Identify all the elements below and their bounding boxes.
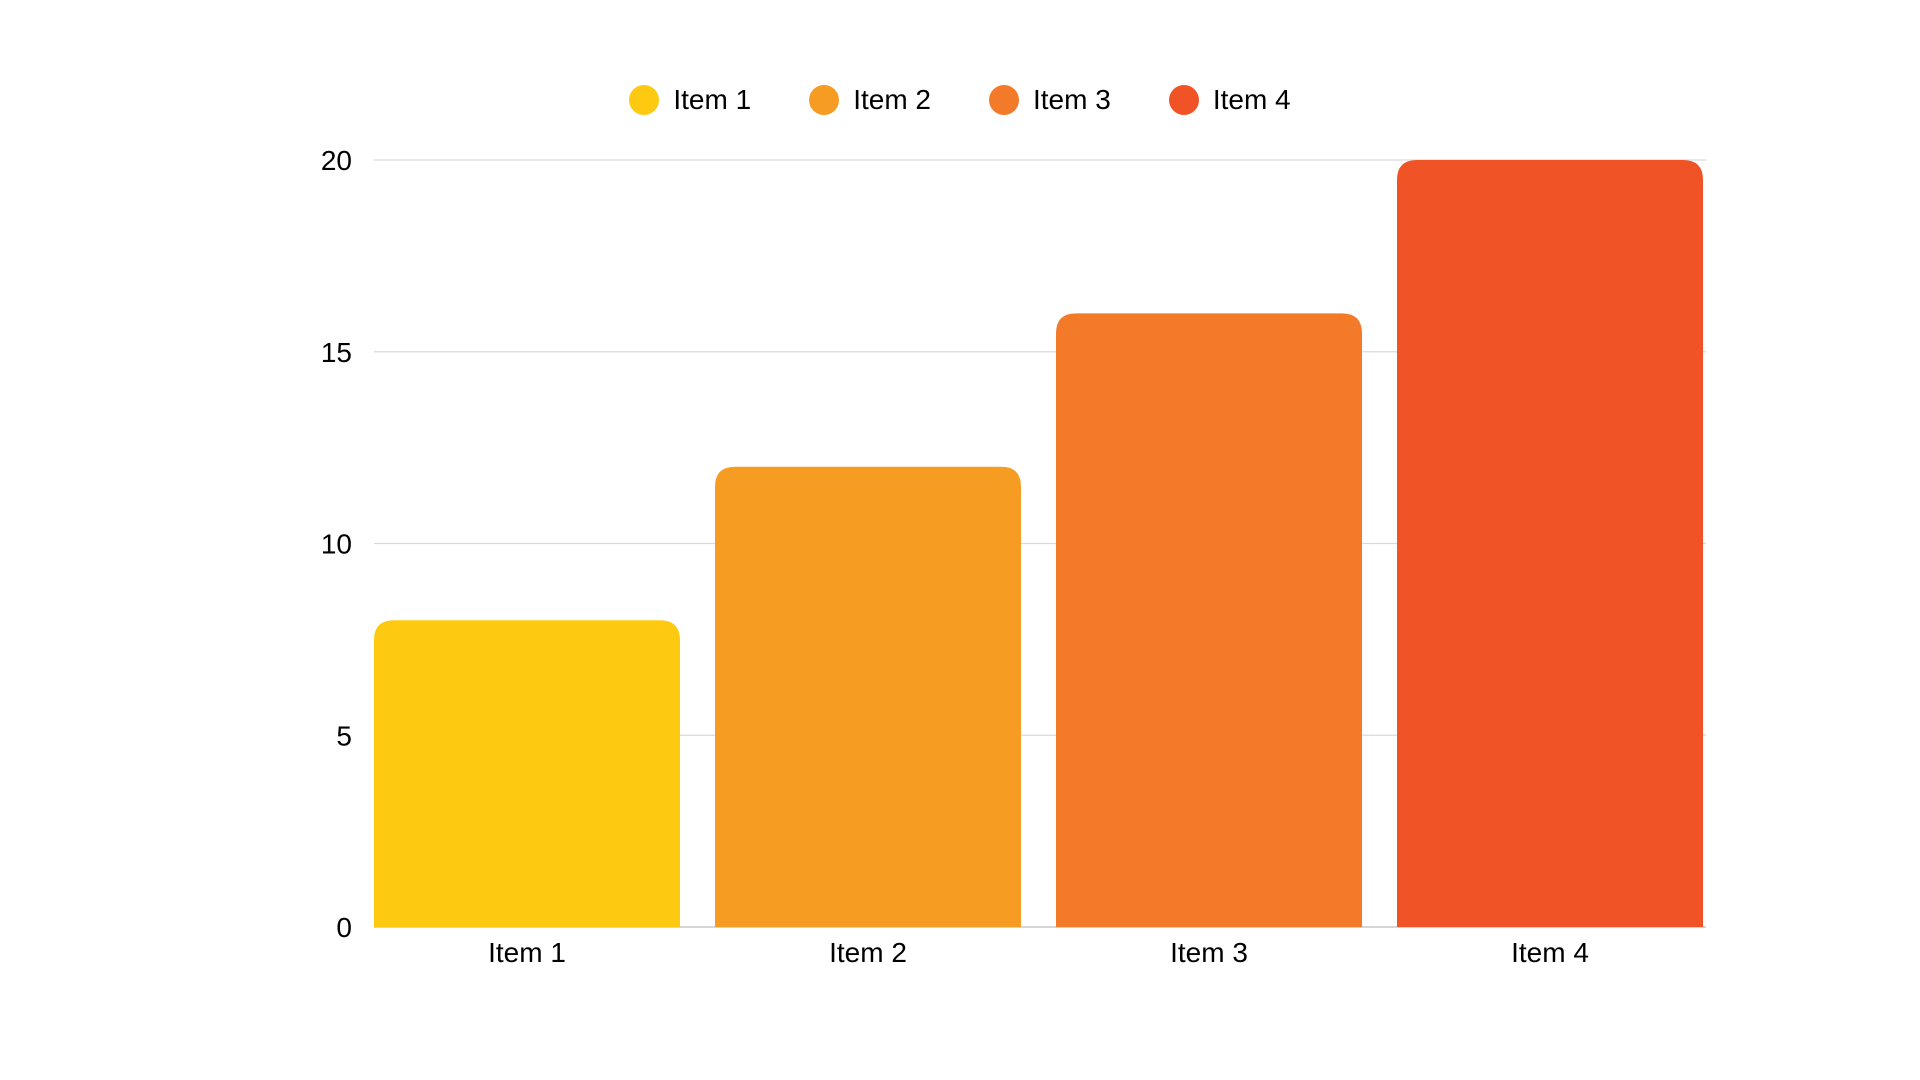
- y-tick-label: 0: [336, 912, 352, 943]
- x-tick-label: Item 1: [488, 937, 566, 968]
- legend-item-2: Item 2: [809, 85, 931, 115]
- bar-3: [1056, 313, 1362, 927]
- bar-2: [715, 466, 1021, 927]
- legend-item-3: Item 3: [989, 85, 1111, 115]
- y-tick-label: 20: [321, 145, 352, 176]
- legend: Item 1 Item 2 Item 3 Item 4: [0, 85, 1920, 115]
- y-tick-label: 15: [321, 337, 352, 368]
- legend-item-4: Item 4: [1168, 84, 1291, 115]
- x-tick-label: Item 3: [1170, 937, 1248, 968]
- x-tick-label: Item 2: [829, 937, 907, 968]
- bar-4: [1397, 160, 1703, 927]
- legend-swatch-4: [1168, 85, 1199, 115]
- legend-swatch-1: [629, 85, 660, 115]
- legend-label-4: Item 4: [1212, 84, 1291, 115]
- legend-item-1: Item 1: [629, 85, 751, 115]
- bar-1: [374, 620, 680, 927]
- y-tick-label: 5: [336, 720, 352, 751]
- legend-swatch-2: [809, 85, 840, 115]
- x-tick-label: Item 4: [1511, 937, 1589, 968]
- legend-label-1: Item 1: [673, 84, 752, 115]
- legend-swatch-3: [989, 85, 1019, 115]
- y-tick-label: 10: [321, 529, 352, 560]
- legend-label-2: Item 2: [853, 84, 931, 115]
- legend-label-3: Item 3: [1033, 84, 1111, 115]
